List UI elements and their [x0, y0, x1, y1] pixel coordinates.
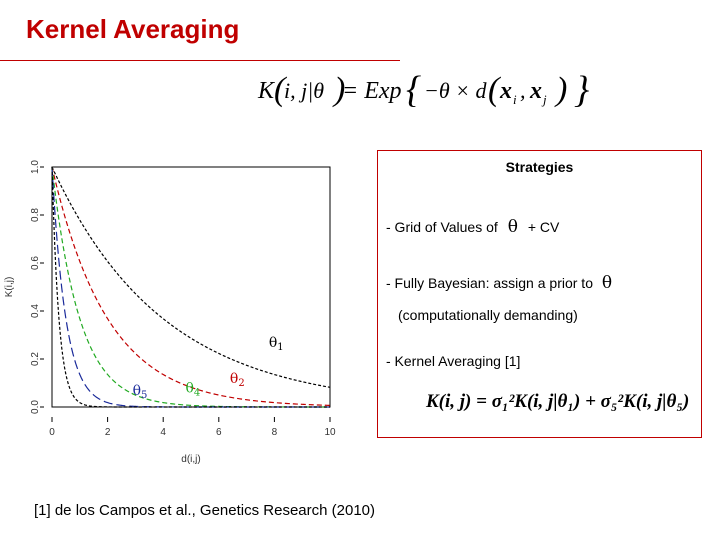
strategy-grid-prefix: - Grid of Values of: [386, 219, 498, 235]
x-tick-label: 8: [272, 427, 278, 438]
citation: [1] de los Campos et al., Genetics Resea…: [34, 502, 376, 519]
formula-brace-open: {: [406, 69, 421, 111]
x-tick-label: 10: [324, 427, 336, 438]
y-axis-label: K(i,j): [4, 277, 15, 298]
y-tick-label: 0.0: [30, 400, 41, 414]
strategies-panel: Strategies - Grid of Values of θ + CV - …: [377, 150, 702, 438]
y-tick-label: 0.4: [30, 304, 41, 318]
x-tick-label: 2: [105, 427, 111, 438]
plot-frame: [51, 166, 331, 408]
strategy-bayesian-text: - Fully Bayesian: assign a prior to: [386, 275, 593, 291]
strategy-grid-theta: θ: [507, 217, 518, 237]
strategy-bayesian-theta: θ: [601, 273, 613, 293]
x-axis-label: d(i,j): [181, 454, 200, 465]
kernel-averaging-formula: K(i, j) = σ₁²K(i, j|θ₁) + σ₅²K(i, j|θ₅): [426, 391, 690, 412]
formula-brace-close: }: [574, 69, 589, 111]
curve-label: θ4: [185, 381, 200, 399]
series-line-3: [51, 166, 330, 408]
formula-args: i, j|θ: [284, 78, 324, 103]
x-tick-label: 6: [216, 427, 222, 438]
formula-rhs: = Exp: [342, 78, 402, 104]
slide-title: Kernel Averaging: [26, 14, 240, 44]
formula-xj-sub: j: [541, 92, 547, 107]
y-tick-label: 0.2: [30, 352, 41, 366]
formula-xi: x: [499, 78, 512, 104]
series-line-4: [51, 166, 330, 408]
series-line-2: [51, 166, 331, 406]
formula-paren-close: ): [332, 71, 345, 108]
title-underline: [0, 60, 400, 61]
formula-paren-open: (: [274, 71, 288, 108]
strategies-title: Strategies: [505, 159, 574, 175]
series-line-5: [51, 166, 330, 408]
x-tick-label: 0: [49, 427, 55, 438]
y-tick-label: 0.8: [30, 208, 41, 222]
kernel-decay-chart: 0 2 4 6 8 10 0.0 0.2 0.4 0.6 0.8 1.0 d(i,j) K(i,j) θ5 θ…: [4, 160, 336, 465]
y-tick-label: 0.6: [30, 256, 41, 270]
formula-body: −θ × d: [424, 78, 487, 103]
curve-label: θ1: [269, 335, 284, 353]
kernel-formula: K ( i, j|θ ) = Exp { −θ × d ( x i , x j …: [257, 69, 589, 111]
strategy-grid-suffix: + CV: [527, 219, 560, 235]
formula-comma: ,: [520, 78, 526, 103]
formula-xi-sub: i: [513, 92, 517, 107]
strategy-bayesian: - Fully Bayesian: assign a prior to θ: [386, 273, 612, 293]
curve-label: θ5: [133, 383, 148, 401]
strategy-bayesian-note: (computationally demanding): [398, 307, 578, 323]
formula-xj: x: [529, 78, 542, 104]
formula-paren2-open: (: [488, 71, 502, 108]
x-tick-label: 4: [160, 427, 166, 438]
strategy-grid-cv: - Grid of Values of θ + CV: [386, 217, 559, 237]
strategy-kernel-averaging: - Kernel Averaging [1]: [386, 353, 521, 369]
curve-label: θ2: [230, 371, 245, 389]
y-tick-label: 1.0: [30, 160, 41, 174]
formula-paren2-close: ): [554, 71, 567, 108]
formula-lhs: K: [257, 78, 276, 104]
